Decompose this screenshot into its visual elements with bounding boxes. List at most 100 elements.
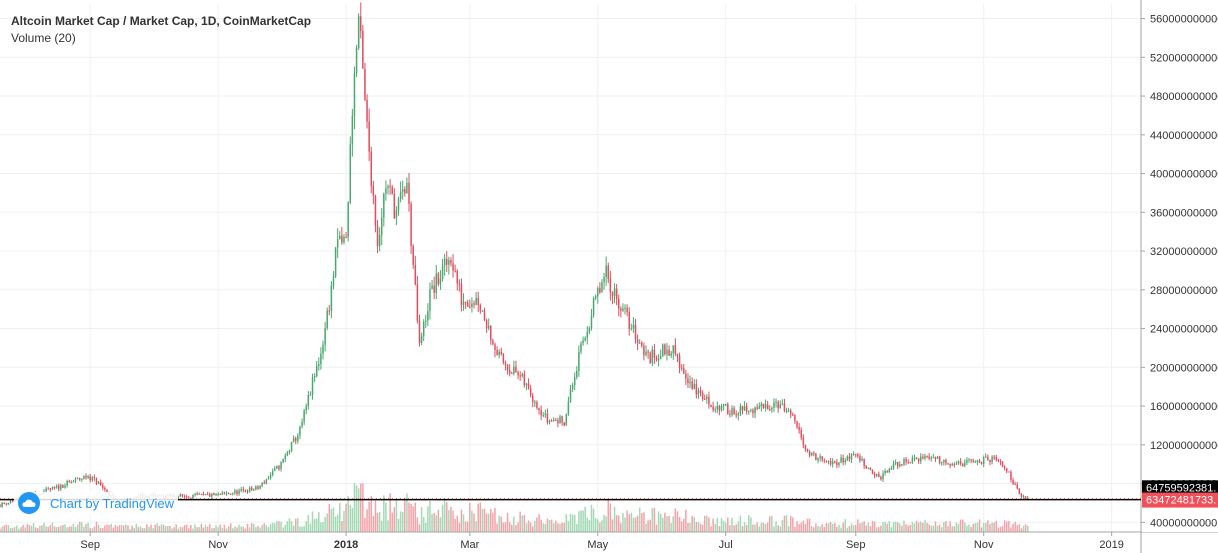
volume-bar (255, 527, 257, 532)
candle-body (638, 342, 641, 344)
volume-bar (878, 527, 880, 532)
volume-bar (775, 521, 777, 532)
candle-body (99, 482, 102, 486)
volume-bar (204, 524, 207, 532)
volume-bar (326, 513, 328, 532)
volume-bar (248, 527, 251, 532)
volume-bar (135, 523, 138, 532)
volume-bar (276, 520, 278, 532)
volume-bar (588, 520, 591, 532)
volume-bar (966, 525, 968, 532)
volume-bar (437, 509, 440, 532)
volume-bar (311, 511, 314, 532)
volume-bar (141, 528, 144, 532)
candle-body (7, 502, 10, 505)
x-tick-label: Sep (80, 539, 100, 551)
candle-body (597, 288, 599, 297)
volume-bar (819, 526, 821, 532)
volume-bar (343, 510, 345, 532)
volume-bar (504, 522, 507, 532)
candle-body (374, 195, 377, 226)
volume-bar (607, 499, 610, 532)
candle-body (97, 482, 100, 484)
candle-body (592, 298, 595, 316)
volume-bar (534, 520, 536, 532)
candle-body (842, 457, 844, 463)
volume-bar (943, 522, 945, 532)
y-tick-label: 520000000000 (1150, 52, 1218, 64)
volume-bar (957, 523, 960, 532)
volume-bar (324, 517, 326, 532)
volume-bar (496, 523, 498, 532)
volume-bar (678, 516, 681, 532)
volume-bar (471, 510, 473, 532)
candle-body (584, 337, 586, 341)
volume-bar (976, 522, 979, 532)
candle-body (274, 468, 276, 471)
candle-body (355, 48, 358, 74)
volume-bar (179, 526, 182, 532)
volume-bar (206, 526, 209, 532)
volume-bar (318, 512, 320, 532)
candle-body (617, 298, 620, 309)
volume-bar (557, 523, 559, 532)
volume-bar (645, 523, 647, 532)
candle-body (527, 383, 530, 389)
candle-body (817, 458, 819, 461)
volume-bar (766, 522, 769, 532)
volume-bar (422, 517, 425, 532)
candle-body (460, 284, 463, 305)
volume-bar (737, 521, 740, 532)
volume-bar (284, 524, 287, 532)
candle-body (957, 461, 960, 464)
volume-bar (521, 515, 524, 532)
candle-body (838, 462, 840, 466)
candle-body (563, 422, 565, 426)
volume-bar (515, 525, 517, 532)
volume-bar (387, 520, 389, 532)
candle-body (760, 403, 763, 407)
volume-bar (940, 527, 943, 532)
volume-bar (699, 523, 702, 532)
volume-bar (292, 525, 295, 532)
volume-bar (513, 516, 515, 532)
x-tick-label: Jul (719, 539, 733, 551)
candle-body (500, 351, 503, 355)
volume-bar (796, 521, 798, 532)
candle-body (569, 389, 572, 402)
volume-bar (934, 521, 937, 532)
volume-bar (922, 522, 924, 532)
candle-body (341, 235, 343, 243)
candle-body (360, 16, 362, 31)
volume-bar (72, 524, 75, 532)
candle-body (297, 435, 299, 441)
volume-bar (561, 522, 563, 532)
candle-body (345, 236, 347, 238)
volume-bar (718, 526, 721, 532)
volume-bar (362, 483, 364, 532)
volume-bar (542, 523, 544, 532)
candle-body (913, 457, 916, 459)
candle-body (573, 377, 576, 386)
volume-bar (961, 519, 964, 532)
candle-body (427, 311, 429, 321)
candle-body (540, 410, 542, 416)
tradingview-watermark[interactable]: Chart by TradingView (14, 492, 179, 514)
volume-bar (219, 524, 221, 532)
volume-bar (125, 524, 127, 532)
candle-body (290, 441, 293, 451)
candle-body (227, 493, 230, 495)
volume-bar (1003, 520, 1006, 532)
candle-body (995, 457, 998, 460)
volume-bar (838, 524, 840, 532)
last-price-badge (1142, 492, 1218, 508)
candle-body (821, 456, 823, 460)
volume-bar (611, 519, 614, 532)
candle-body (429, 288, 431, 312)
candle-body (789, 410, 792, 415)
candle-body (775, 401, 777, 403)
volume-bar (376, 512, 379, 532)
volume-bar (813, 527, 815, 532)
candle-body (964, 462, 966, 467)
